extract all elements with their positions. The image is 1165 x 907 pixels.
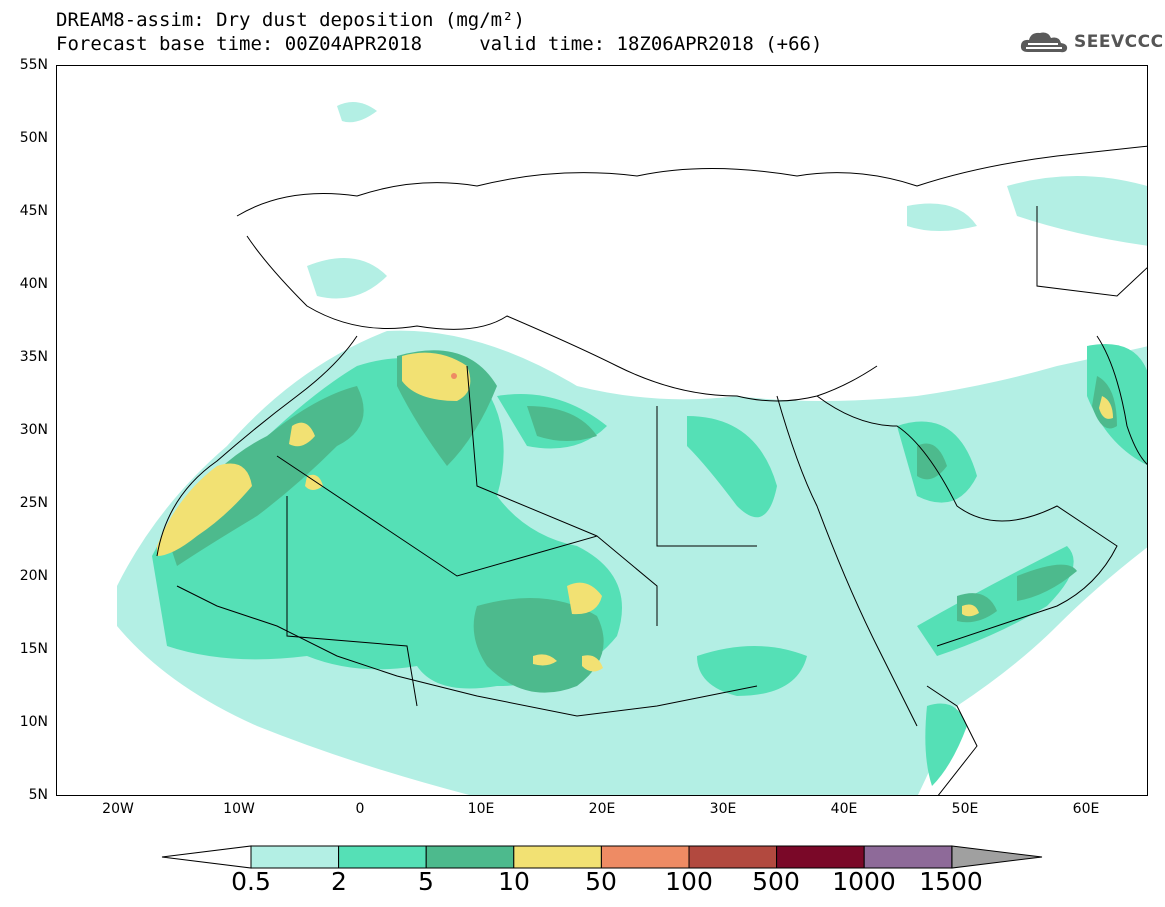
deposition-layer-10-50 [157,352,1113,672]
colorbar-box [863,845,953,869]
lat-label-55n: 55N [19,57,48,73]
country-borders [156,145,1147,795]
colorbar-box [425,845,515,869]
logo-text: SEEVCCC [1074,32,1164,52]
lon-label-20e: 20E [588,801,616,817]
colorbar-label: 2 [331,867,347,896]
colorbar-box [600,845,690,869]
lat-label-25n: 25N [19,495,48,511]
lat-label-30n: 30N [19,422,48,438]
lon-label-50e: 50E [951,801,979,817]
colorbar-box [513,845,602,869]
map-title: DREAM8-assim: Dry dust deposition (mg/m²… [56,9,525,31]
lat-label-50n: 50N [19,130,48,146]
lon-label-60e: 60E [1072,801,1100,817]
colorbar-box [688,845,778,869]
colorbar-box [250,845,340,869]
colorbar [161,845,1043,869]
lon-label-30e: 30E [709,801,737,817]
deposition-layer-50-100 [451,373,457,379]
lon-label-20w: 20W [102,801,134,817]
lat-label-10n: 10N [19,714,48,730]
dust-deposition-map [117,102,1147,795]
colorbar-label: 0.5 [231,867,271,896]
cloud-icon [1020,32,1068,53]
lat-label-15n: 15N [19,641,48,657]
lat-label-40n: 40N [19,276,48,292]
forecast-times: Forecast base time: 00Z04APR2018 valid t… [56,33,823,55]
lon-label-0: 0 [355,801,365,817]
colorbar-label: 1000 [832,867,896,896]
lon-label-10w: 10W [223,801,255,817]
colorbar-low-end [161,845,252,869]
colorbar-label: 100 [665,867,713,896]
colorbar-label: 5 [418,867,434,896]
colorbar-box [338,845,427,869]
lat-label-5n: 5N [28,787,48,803]
colorbar-label: 1500 [919,867,983,896]
seevccc-logo: SEEVCCC [1018,28,1164,56]
map-area[interactable] [56,65,1148,796]
lat-label-45n: 45N [19,203,48,219]
lon-label-10e: 10E [467,801,495,817]
colorbar-label: 50 [585,867,617,896]
colorbar-label: 10 [498,867,530,896]
colorbar-high-end [951,845,1043,869]
colorbar-box [776,845,865,869]
lon-label-40e: 40E [830,801,858,817]
colorbar-label: 500 [752,867,800,896]
lat-label-35n: 35N [19,349,48,365]
lat-label-20n: 20N [19,568,48,584]
